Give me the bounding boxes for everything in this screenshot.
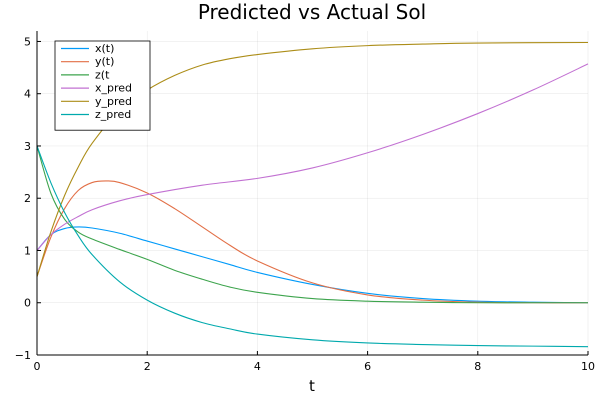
series-layer xyxy=(36,41,589,348)
x-tick-label: 6 xyxy=(364,360,371,373)
series-line-x-pred xyxy=(36,63,589,251)
axes xyxy=(36,31,589,356)
legend-entry-x-t: x(t) xyxy=(95,42,114,55)
legend-entry-z-t: z(t xyxy=(95,68,110,81)
series-line-z-pred xyxy=(36,145,589,348)
legend-entry-x-pred: x_pred xyxy=(95,82,132,95)
legend-entry-y-t: y(t) xyxy=(95,55,114,68)
y-tick-label: 5 xyxy=(24,35,31,48)
series-line-x-t xyxy=(36,226,589,304)
legend-box xyxy=(54,40,151,131)
chart-title: Predicted vs Actual Sol xyxy=(198,0,426,24)
y-tick-label: 1 xyxy=(24,244,31,257)
y-tick-label: −1 xyxy=(15,349,31,362)
series-line-z-t xyxy=(36,145,588,304)
series-line-y-pred xyxy=(36,41,589,277)
x-tick-label: 2 xyxy=(144,360,151,373)
x-tick-label: 0 xyxy=(34,360,41,373)
legend-entry-z-pred: z_pred xyxy=(95,108,131,121)
x-tick-label: 8 xyxy=(474,360,481,373)
x-axis-label: t xyxy=(309,377,315,395)
x-tick-label: 10 xyxy=(581,360,595,373)
y-tick-label: 3 xyxy=(24,140,31,153)
y-tick-label: 2 xyxy=(24,192,31,205)
y-tick-label: 4 xyxy=(24,88,31,101)
legend-entry-y-pred: y_pred xyxy=(95,95,132,108)
x-tick-label: 4 xyxy=(254,360,261,373)
y-tick-label: 0 xyxy=(24,297,31,310)
series-line-y-t xyxy=(36,180,589,304)
